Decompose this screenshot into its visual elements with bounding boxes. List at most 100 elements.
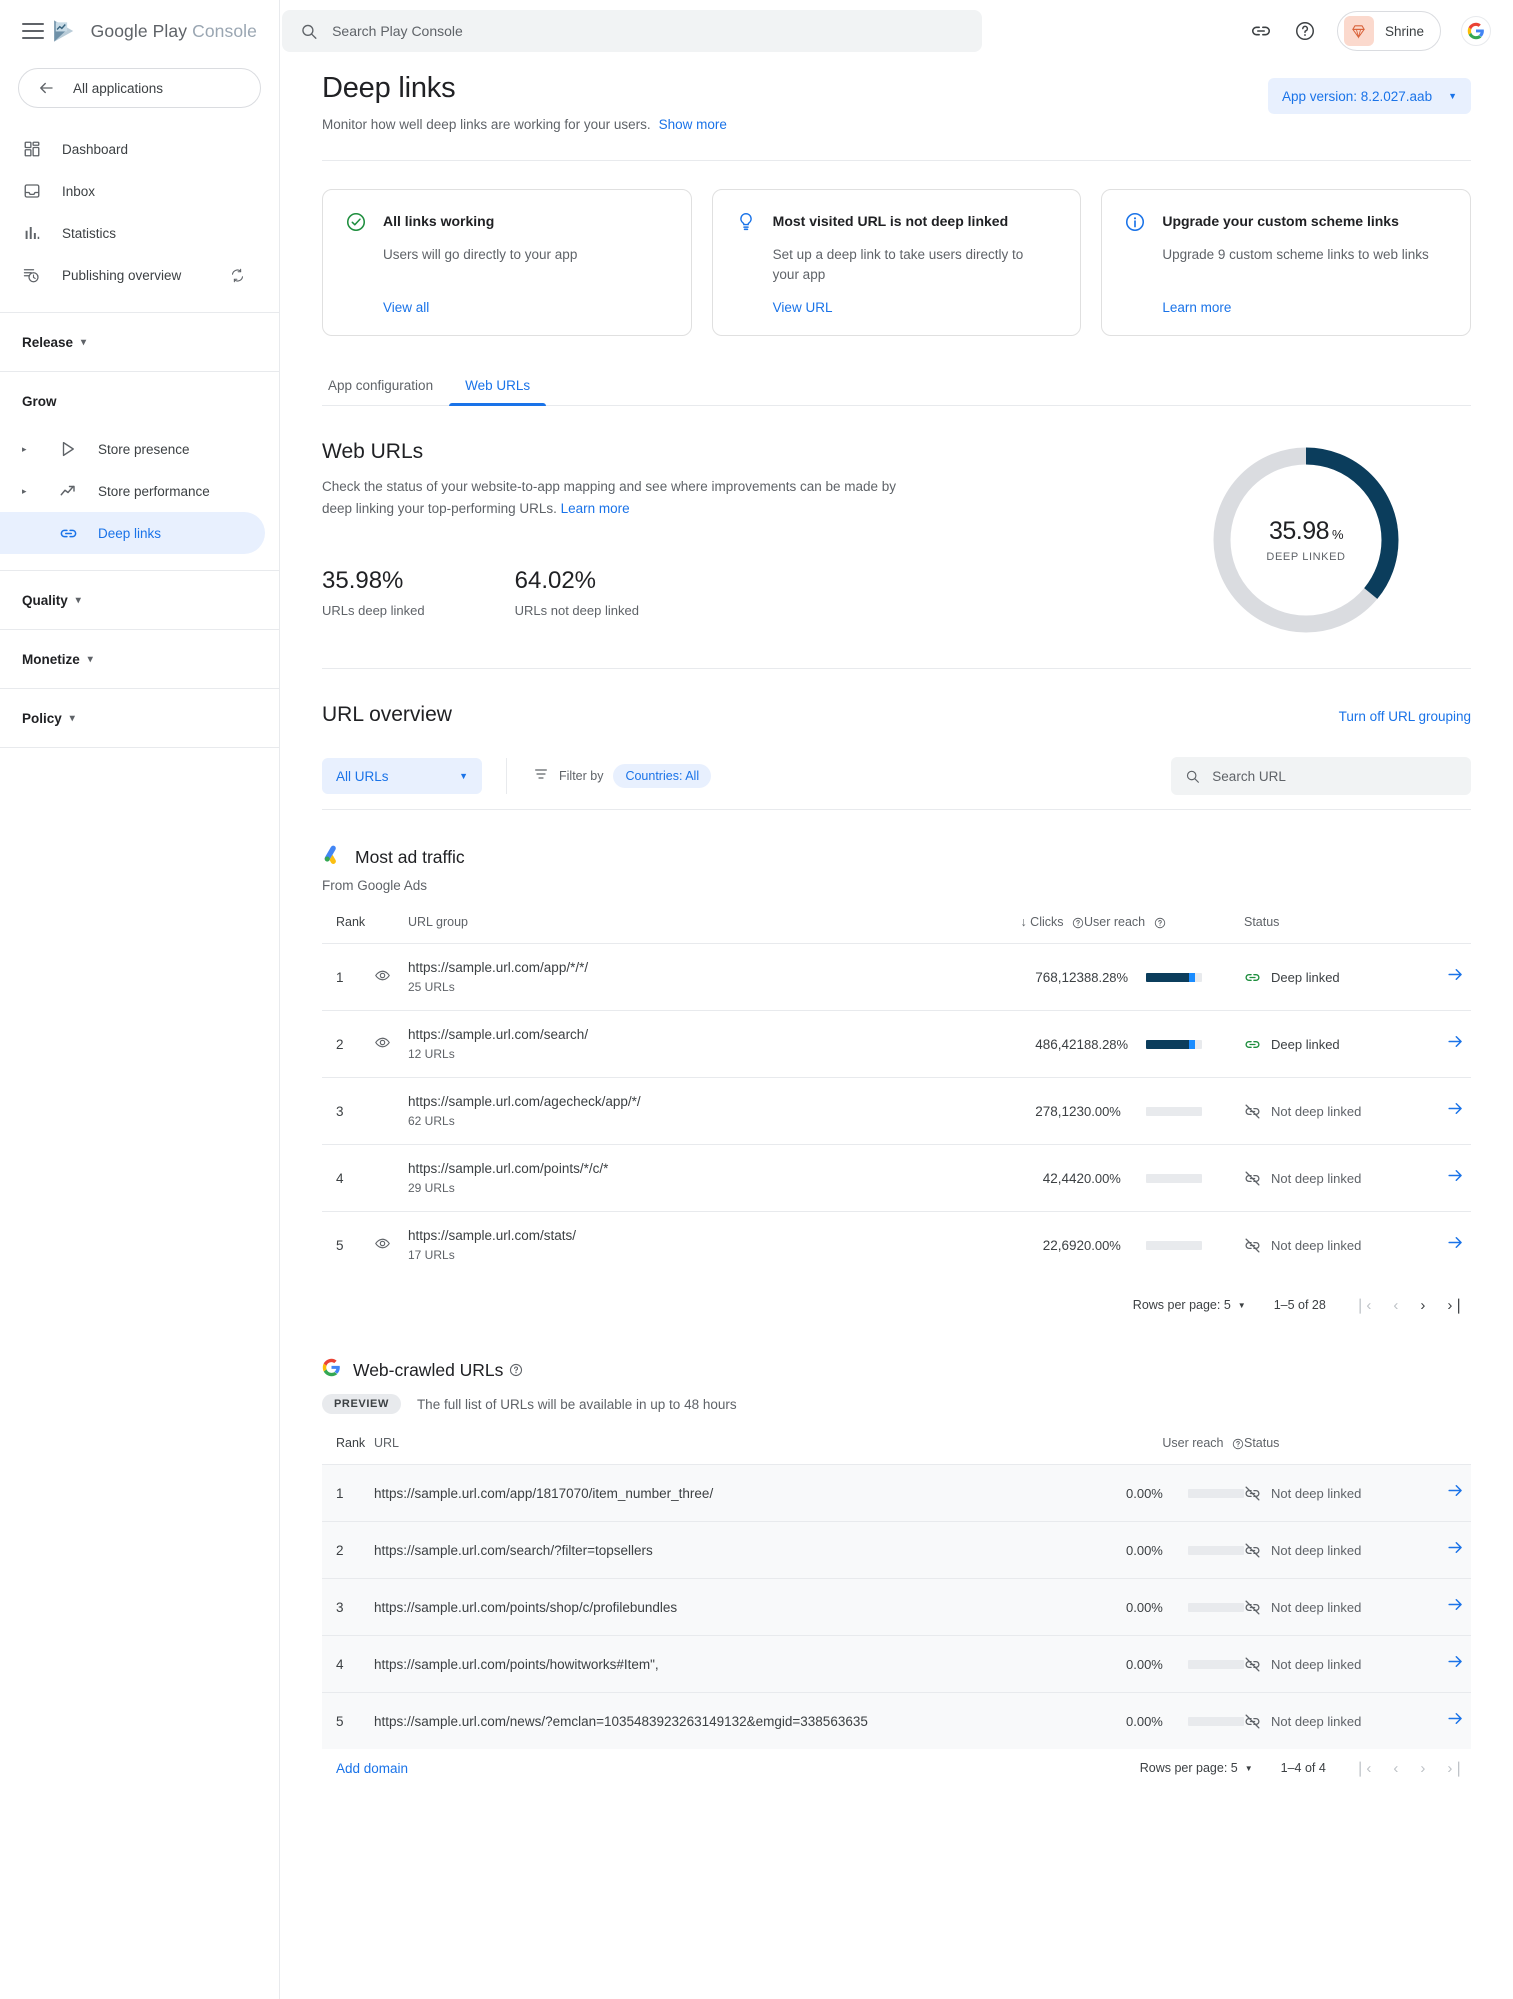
sidebar-section-quality[interactable]: Quality ▾ [0,577,279,623]
search-url-box[interactable] [1171,757,1471,796]
cell-action[interactable] [1429,1578,1471,1636]
cell-action[interactable] [1429,1521,1471,1579]
visibility-icon[interactable] [374,1078,408,1145]
table-row[interactable]: 2 https://sample.url.com/search/?filter=t… [322,1521,1471,1579]
table-row[interactable]: 4 https://sample.url.com/points/howitwork… [322,1635,1471,1693]
card-link-learn-more[interactable]: Learn more [1162,300,1232,316]
col-clicks[interactable]: ↓ Clicks [974,915,1084,944]
sidebar-item-publishing-overview[interactable]: Publishing overview [0,254,265,296]
sidebar-section-release[interactable]: Release ▾ [0,319,279,365]
reach-percent: 0.00% [1084,1170,1121,1186]
cell-rank: 4 [336,1170,344,1186]
col-url: URL [374,1436,400,1451]
page-content: Deep links Monitor how well deep links a… [280,62,1513,1801]
visibility-icon[interactable] [374,944,408,1011]
cell-action[interactable] [1429,1635,1471,1693]
filter-group: Filter by Countries: All [506,758,712,795]
help-circle-icon[interactable] [509,1363,523,1377]
sync-icon[interactable] [227,265,247,285]
donut-value: 35.98% [1269,517,1344,546]
link-icon[interactable] [1249,19,1273,43]
arrow-right-icon[interactable] [1446,1036,1465,1055]
sidebar-item-dashboard[interactable]: Dashboard [0,128,265,170]
app-version-dropdown[interactable]: App version: 8.2.027.aab ▼ [1267,78,1471,114]
sidebar-item-deep-links[interactable]: Deep links [0,512,265,554]
card-body: Users will go directly to your app [383,247,578,262]
app-selector-chip[interactable]: Shrine [1336,11,1441,51]
arrow-right-icon[interactable] [1446,1237,1465,1256]
cell-user-reach: 0.00% [1084,1078,1244,1145]
sidebar-item-statistics[interactable]: Statistics [0,212,265,254]
reach-bar [1188,1545,1244,1555]
cell-action[interactable] [1429,1692,1471,1750]
reach-percent: 0.00% [1084,1103,1121,1119]
arrow-right-icon[interactable] [1446,1485,1465,1504]
sidebar-section-monetize[interactable]: Monetize ▾ [0,636,279,682]
cell-action[interactable] [1429,1464,1471,1522]
status-badge: Not deep linked [1244,1656,1429,1673]
cell-action[interactable] [1429,944,1471,1011]
table-row[interactable]: 5 https://sample.url.com/stats/17 URLs 22,… [322,1211,1471,1279]
add-domain-link[interactable]: Add domain [336,1760,409,1776]
card-all-links-working: All links working Users will go directly… [322,189,692,337]
google-account-icon[interactable] [1461,16,1491,46]
prev-page-button[interactable]: ‹ [1393,1759,1399,1777]
countries-filter-chip[interactable]: Countries: All [613,764,712,789]
search-url-input[interactable] [1212,768,1457,784]
table-row[interactable]: 5 https://sample.url.com/news/?emclan=103… [322,1692,1471,1750]
visibility-icon[interactable] [374,1212,408,1279]
show-more-link[interactable]: Show more [658,117,727,132]
turn-off-url-grouping-link[interactable]: Turn off URL grouping [1338,709,1471,725]
arrow-right-icon[interactable] [1446,1713,1465,1732]
table-row[interactable]: 1 https://sample.url.com/app/1817070/item… [322,1464,1471,1522]
search-play-console[interactable] [282,10,982,52]
sidebar-item-store-performance[interactable]: ▸ Store performance [0,470,265,512]
help-circle-icon[interactable] [1072,917,1084,929]
arrow-right-icon[interactable] [1446,1656,1465,1675]
help-circle-icon[interactable] [1232,1438,1244,1450]
first-page-button[interactable]: ❘‹ [1353,1760,1372,1778]
card-link-view-url[interactable]: View URL [772,300,833,316]
rows-per-page-select[interactable]: Rows per page: 5 ▼ [1140,1761,1253,1775]
card-link-view-all[interactable]: View all [383,300,430,316]
last-page-button[interactable]: ›❘ [1447,1760,1465,1778]
tab-app-configuration[interactable]: App configuration [328,378,434,394]
help-circle-icon[interactable] [1293,19,1317,43]
all-urls-select[interactable]: All URLs ▼ [322,758,482,795]
arrow-right-icon[interactable] [1446,1599,1465,1618]
table-row[interactable]: 1 https://sample.url.com/app/*/*/ 25 URLs 7… [322,943,1471,1011]
sidebar-section-policy[interactable]: Policy ▾ [0,695,279,741]
arrow-right-icon[interactable] [1446,1542,1465,1561]
next-page-button[interactable]: › [1420,1759,1426,1777]
visibility-icon[interactable] [374,1145,408,1212]
col-action [1429,915,1471,944]
table-head: Rank URL User reach Status [322,1436,1471,1465]
sidebar-item-store-presence[interactable]: ▸ Store presence [0,428,265,470]
help-circle-icon[interactable] [1154,917,1166,929]
table-row[interactable]: 3 https://sample.url.com/agecheck/app/*/ 6… [322,1077,1471,1145]
table-row[interactable]: 2 https://sample.url.com/search/12 URLs 48… [322,1010,1471,1078]
deep-linked-donut-chart: 35.98% DEEP LINKED [1201,440,1411,640]
visibility-icon[interactable] [374,1011,408,1078]
rows-per-page-select[interactable]: Rows per page: 5 ▼ [1133,1298,1246,1312]
first-page-button[interactable]: ❘‹ [1353,1297,1372,1315]
cell-action[interactable] [1429,1011,1471,1078]
table-row[interactable]: 4 https://sample.url.com/points/*/c/* 29 U… [322,1144,1471,1212]
card-title: Most visited URL is not deep linked [772,213,1009,229]
next-page-button[interactable]: › [1420,1296,1426,1314]
prev-page-button[interactable]: ‹ [1393,1296,1399,1314]
last-page-button[interactable]: ›❘ [1447,1297,1465,1315]
arrow-right-icon[interactable] [1446,1170,1465,1189]
table-row[interactable]: 3 https://sample.url.com/points/shop/c/pr… [322,1578,1471,1636]
arrow-right-icon[interactable] [1446,1103,1465,1122]
sidebar-item-inbox[interactable]: Inbox [0,170,265,212]
arrow-right-icon[interactable] [1446,969,1465,988]
cell-action[interactable] [1429,1078,1471,1145]
cell-action[interactable] [1429,1145,1471,1212]
tab-web-urls[interactable]: Web URLs [449,378,547,407]
hamburger-icon[interactable] [22,23,44,39]
cell-action[interactable] [1429,1212,1471,1279]
learn-more-link[interactable]: Learn more [560,500,630,516]
search-input[interactable] [332,23,964,39]
all-applications-button[interactable]: All applications [18,68,261,108]
